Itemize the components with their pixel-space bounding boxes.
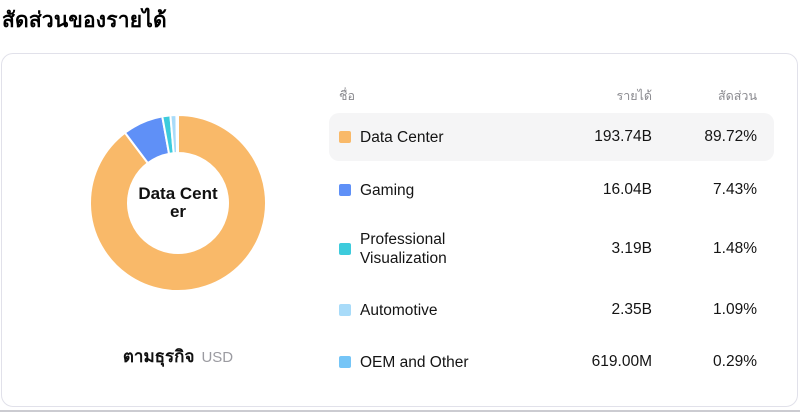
legend-row-automotive[interactable]: Automotive 2.35B 1.09% [329,286,774,334]
header-revenue: รายได้ [616,89,652,103]
page-bottom-divider [0,410,800,412]
segment-name: Gaming [360,181,415,199]
legend-swatch [339,356,351,368]
legend-table: ชื่อ รายได้ สัดส่วน Data Center 193.74B … [329,84,774,386]
segment-name: Automotive [360,301,438,319]
legend-row-data-center[interactable]: Data Center 193.74B 89.72% [329,113,774,161]
segment-revenue: 193.74B [594,128,652,145]
segment-share: 0.29% [713,353,757,370]
donut-footer: ตามธุรกิจ USD [39,343,317,370]
legend-rows: Data Center 193.74B 89.72% Gaming 16.04B… [329,113,774,386]
legend-row-gaming[interactable]: Gaming 16.04B 7.43% [329,166,774,214]
segment-revenue: 2.35B [611,301,652,318]
segment-share: 1.48% [713,240,757,257]
segment-revenue: 619.00M [591,353,652,370]
header-share: สัดส่วน [718,89,757,103]
legend-swatch [339,131,351,143]
legend-row-professional-visualization[interactable]: Professional Visualization 3.19B 1.48% [329,220,774,278]
segment-share: 1.09% [713,301,757,318]
legend-swatch [339,184,351,196]
donut-chart: Data Cent er [79,104,277,302]
breakdown-by-label: ตามธุรกิจ [122,347,195,366]
page-title: สัดส่วนของรายได้ [2,9,167,32]
segment-name: OEM and Other [360,353,469,371]
segment-name: Professional Visualization [360,231,447,267]
currency-unit-label: USD [201,349,234,366]
donut-svg [89,113,267,292]
legend-row-oem-and-other[interactable]: OEM and Other 619.00M 0.29% [329,338,774,386]
donut-slice-data-center[interactable] [89,114,267,292]
legend-swatch [339,304,351,316]
donut-slice-oem-and-other[interactable] [175,113,179,155]
segment-share: 89.72% [704,128,757,145]
segment-revenue: 16.04B [602,181,652,198]
segment-revenue: 3.19B [611,240,652,257]
header-name: ชื่อ [339,89,355,103]
legend-swatch [339,243,351,255]
segment-share: 7.43% [713,181,757,198]
segment-name: Data Center [360,128,444,146]
legend-table-header: ชื่อ รายได้ สัดส่วน [329,84,774,108]
